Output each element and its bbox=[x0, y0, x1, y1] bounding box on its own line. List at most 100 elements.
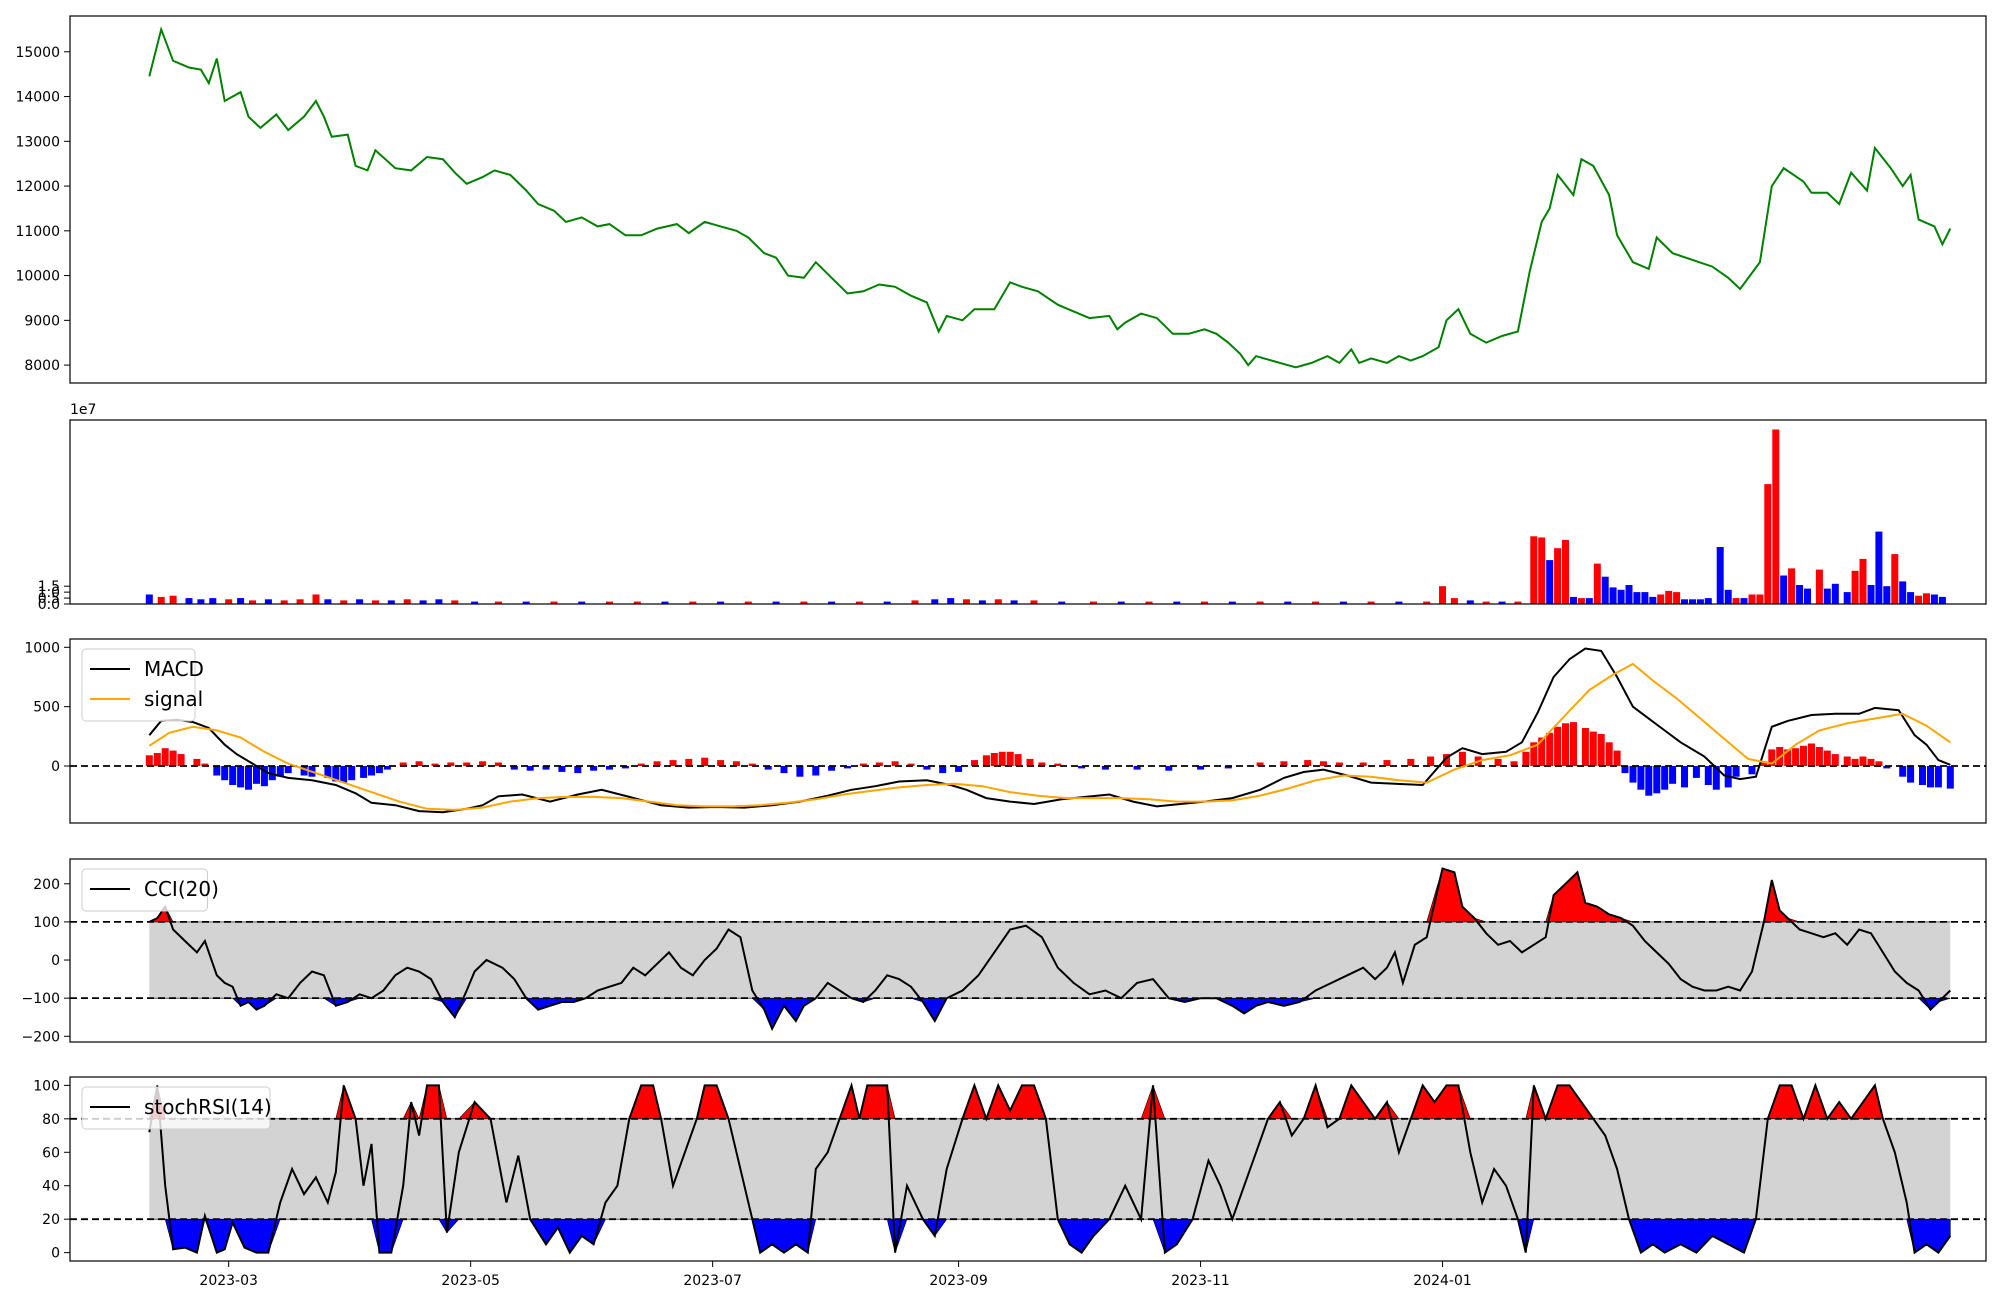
volume-bar bbox=[1284, 601, 1292, 604]
macd-histogram-bar bbox=[1692, 766, 1700, 778]
stochrsi-panel-y-tick-label: 20 bbox=[42, 1212, 60, 1228]
volume-bar bbox=[185, 598, 193, 604]
macd-histogram-bar bbox=[1629, 766, 1637, 783]
macd-panel-y-tick-label: 1000 bbox=[24, 640, 60, 656]
macd-histogram-bar bbox=[193, 758, 201, 766]
macd-histogram-bar bbox=[324, 766, 332, 778]
volume-bar bbox=[1923, 593, 1930, 604]
macd-histogram-bar bbox=[1653, 766, 1661, 794]
macd-histogram-bar bbox=[1304, 760, 1312, 766]
macd-histogram-bar bbox=[153, 753, 161, 767]
macd-histogram-bar bbox=[844, 766, 851, 769]
volume-bar bbox=[1899, 581, 1907, 604]
macd-histogram-bar bbox=[780, 766, 788, 774]
volume-bar bbox=[1883, 586, 1891, 604]
macd-histogram-bar bbox=[201, 763, 209, 766]
volume-bar bbox=[1740, 598, 1748, 604]
macd-histogram-bar bbox=[907, 763, 915, 766]
volume-bar bbox=[296, 599, 304, 604]
macd-histogram-bar bbox=[1919, 766, 1926, 785]
cci-bands bbox=[70, 867, 1986, 1032]
macd-panel-frame bbox=[69, 638, 1987, 824]
volume-bar bbox=[1681, 599, 1688, 604]
volume-bar bbox=[606, 601, 613, 604]
macd-histogram-bar bbox=[1014, 754, 1022, 766]
macd-histogram-bar bbox=[621, 766, 629, 769]
volume-bar bbox=[1772, 429, 1780, 604]
macd-histogram-bar bbox=[1510, 761, 1518, 766]
macd-histogram-bar bbox=[260, 766, 268, 787]
volume-bar bbox=[1764, 484, 1772, 604]
volume-bar bbox=[1030, 600, 1038, 604]
macd-histogram-bar bbox=[510, 766, 518, 770]
macd-histogram-bar bbox=[1443, 754, 1450, 766]
macd-histogram-bar bbox=[1165, 766, 1173, 771]
volume-bar bbox=[883, 601, 891, 604]
volume-bar bbox=[1439, 586, 1446, 604]
volume-bar bbox=[1570, 596, 1577, 604]
volume-bar bbox=[1657, 594, 1665, 604]
volume-bar bbox=[1395, 601, 1403, 604]
macd-histogram-bar bbox=[685, 758, 693, 766]
macd-histogram-bar bbox=[1800, 745, 1807, 766]
macd-histogram-bar bbox=[982, 755, 990, 766]
signal-line bbox=[148, 662, 1951, 811]
macd-histogram-bar bbox=[1645, 766, 1653, 796]
volume-bar bbox=[1875, 531, 1883, 604]
cci-legend: CCI(20) bbox=[81, 868, 219, 912]
stochrsi-legend: stochRSI(14) bbox=[81, 1086, 272, 1130]
volume-bar bbox=[209, 598, 217, 604]
macd-histogram-bar bbox=[340, 766, 348, 783]
stochrsi-panel-y-tick-label: 40 bbox=[42, 1179, 60, 1195]
volume-bar bbox=[772, 601, 780, 604]
macd-histogram-bar bbox=[732, 761, 740, 766]
macd-histogram-bar bbox=[990, 753, 998, 767]
volume-bar bbox=[1649, 596, 1657, 604]
macd-histogram-bar bbox=[796, 766, 804, 777]
volume-bar bbox=[578, 601, 586, 604]
volume-bar bbox=[169, 595, 177, 604]
macd-histogram-bar bbox=[606, 766, 613, 770]
x-tick-label: 2023-09 bbox=[929, 1273, 988, 1289]
volume-bar bbox=[1716, 547, 1724, 604]
macd-histogram-bar bbox=[939, 766, 947, 774]
macd-histogram-bar bbox=[1224, 766, 1232, 769]
macd-histogram-bar bbox=[1859, 756, 1867, 766]
volume-bar bbox=[1915, 595, 1923, 604]
cci-legend-entry: CCI(20) bbox=[144, 877, 219, 901]
stochrsi-band-region bbox=[149, 1118, 1951, 1220]
price-panel-plot bbox=[148, 26, 1952, 369]
volume-bar bbox=[1562, 539, 1569, 604]
volume-bar bbox=[1514, 601, 1522, 604]
stochrsi-legend-box bbox=[81, 1086, 271, 1130]
macd-histogram-bar bbox=[1494, 758, 1502, 766]
macd-legend: MACD signal bbox=[81, 648, 204, 722]
cci-panel-y-tick-label: 200 bbox=[33, 877, 60, 893]
macd-histogram-bar bbox=[1669, 766, 1677, 784]
stochrsi-panel-y-tick-label: 100 bbox=[33, 1078, 60, 1094]
price-panel-y-axis: 8000 9000 10000 11000 12000 13000 14000 15000 bbox=[15, 45, 70, 374]
x-tick-label: 2023-03 bbox=[199, 1273, 258, 1289]
macd-histogram-bar bbox=[1808, 743, 1815, 767]
volume-bar bbox=[1367, 601, 1375, 604]
volume-bar bbox=[1482, 601, 1490, 604]
cci-panel-y-axis: −200 −100 0 100 200 bbox=[22, 877, 70, 1045]
macd-histogram-bar bbox=[213, 766, 221, 776]
macd-panel-y-tick-label: 500 bbox=[33, 700, 60, 716]
volume-bar bbox=[1554, 548, 1562, 604]
stochrsi-panel-y-tick-label: 60 bbox=[42, 1145, 60, 1161]
volume-bar bbox=[157, 596, 165, 604]
macd-histogram-bar bbox=[653, 761, 661, 766]
volume-bar bbox=[403, 599, 411, 604]
macd-histogram-bar bbox=[1133, 766, 1141, 770]
volume-bar bbox=[1010, 600, 1018, 604]
macd-histogram-bar bbox=[526, 766, 534, 771]
volume-bar bbox=[280, 600, 288, 604]
macd-histogram-bar bbox=[828, 766, 836, 771]
macd-histogram-bar bbox=[1006, 751, 1014, 766]
x-tick-label: 2023-05 bbox=[441, 1273, 500, 1289]
cci-panel-y-tick-label: −100 bbox=[22, 991, 60, 1007]
macd-histogram-bar bbox=[1597, 734, 1605, 767]
